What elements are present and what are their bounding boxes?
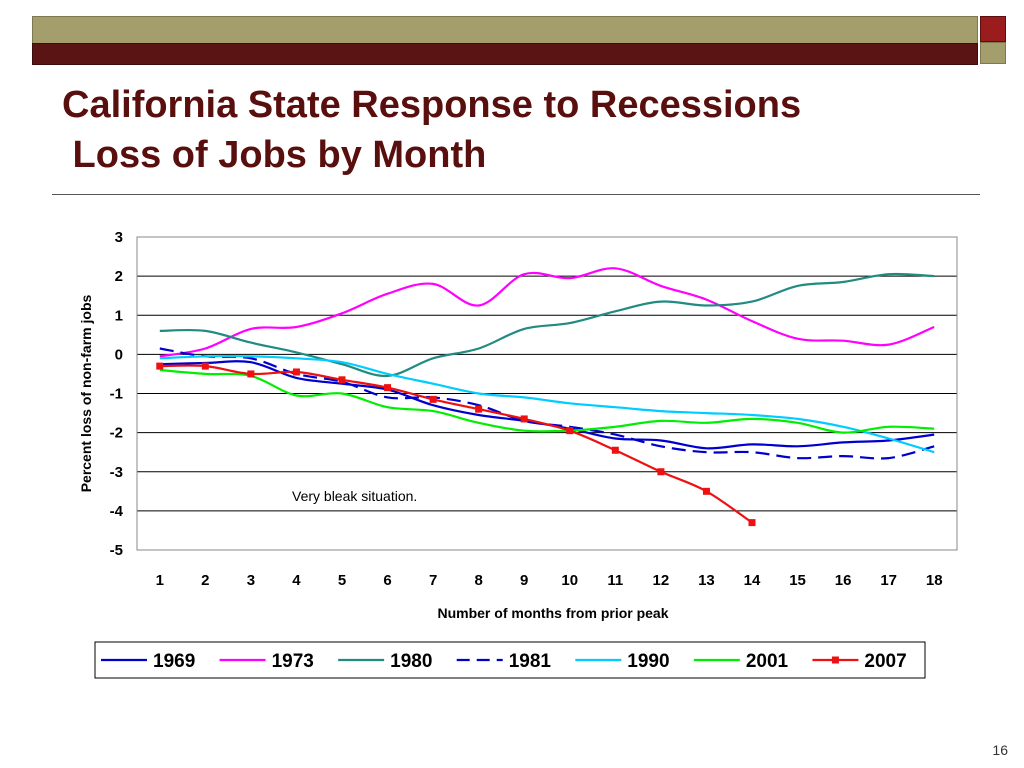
x-tick-label: 16 [835,572,852,589]
series-2007-point [429,395,437,403]
slide-title-line-1: California State Response to Recessions [62,84,802,126]
x-tick-label: 8 [474,572,482,589]
series-2007-point [566,427,574,435]
slide-number: 16 [992,742,1008,758]
series-2007-point [247,370,255,378]
y-tick-label: 2 [115,268,123,285]
series-2007-point [748,519,756,527]
series-2007-point [657,468,665,476]
corner-square-red [980,16,1006,42]
x-tick-label: 9 [520,572,528,589]
y-tick-label: -4 [110,503,124,520]
chart-annotation: Very bleak situation. [292,488,417,504]
x-tick-label: 13 [698,572,715,589]
series-2007-point [292,368,300,376]
x-tick-label: 12 [653,572,670,589]
y-tick-label: 1 [115,307,123,324]
legend-label-1990: 1990 [627,651,669,672]
legend-marker-2007 [831,656,839,664]
x-tick-label: 11 [607,572,623,589]
slide-title-line-2: Loss of Jobs by Month [62,134,487,176]
y-tick-label: -2 [110,425,123,442]
legend-label-2001: 2001 [746,651,789,672]
title-divider [52,194,980,195]
x-tick-label: 4 [292,572,301,589]
x-tick-label: 10 [561,572,578,589]
y-axis-label: Percent loss of non-farm jobs [78,294,94,492]
y-tick-label: 0 [115,346,123,363]
series-line-2007 [159,364,753,524]
x-tick-label: 1 [156,572,164,589]
chart-legend: 1969 1973 1980 1981 1990 2001 2007 [94,641,926,679]
series-2007-point [156,362,164,370]
series-2007-point [702,487,710,495]
legend-label-1973: 1973 [272,651,314,672]
x-tick-label: 14 [744,572,761,589]
header-band-maroon [32,43,978,65]
chart-series-lines [156,267,935,527]
legend-label-1980: 1980 [390,651,432,672]
x-tick-label: 17 [880,572,897,589]
series-line-1981 [159,347,935,460]
x-axis-label: Number of months from prior peak [437,605,668,621]
chart-gridlines [137,236,957,551]
x-tick-label: 15 [789,572,806,589]
x-tick-label: 3 [247,572,255,589]
plot-area-frame [136,236,958,551]
slide-title: California State Response to Recessions … [62,80,801,180]
x-tick-label: 18 [926,572,943,589]
series-line-2001 [159,368,935,434]
series-line-1973 [159,267,935,358]
x-tick-label: 6 [383,572,391,589]
legend-label-1981: 1981 [509,651,552,672]
series-line-1980 [159,272,935,378]
series-2007-point [384,384,392,392]
legend-label-2007: 2007 [864,651,906,672]
series-2007-point [475,405,483,413]
series-2007-point [338,376,346,384]
corner-square-olive [980,42,1006,64]
x-tick-label: 7 [429,572,437,589]
series-2007-point [520,415,528,423]
series-line-1990 [159,354,935,454]
series-2007-point [201,362,209,370]
legend-label-1969: 1969 [153,651,195,672]
y-tick-label: 3 [115,229,123,246]
y-tick-label: -1 [110,386,123,403]
series-line-1969 [159,360,935,450]
x-tick-label: 2 [201,572,209,589]
y-tick-label: -5 [110,542,123,559]
series-2007-point [611,446,619,454]
x-tick-label: 5 [338,572,346,589]
y-tick-label: -3 [110,464,123,481]
